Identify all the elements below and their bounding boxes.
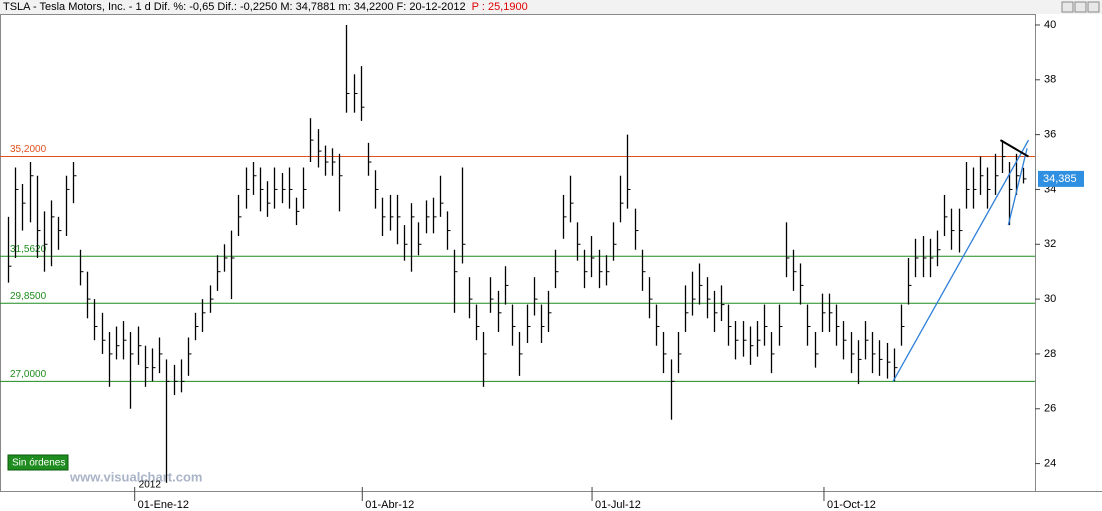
title-bar [0,0,1102,14]
y-tick-label: 32 [1044,238,1056,250]
window-buttons[interactable] [1061,1,1100,13]
y-tick-label: 26 [1044,403,1056,415]
y-tick-label: 36 [1044,129,1056,141]
trendline [999,139,1030,158]
y-tick-label: 38 [1044,74,1056,86]
level-label: 31,5620 [10,244,47,255]
year-label: 2012 [139,480,162,491]
level-label: 27,0000 [10,369,47,380]
y-tick-label: 28 [1044,348,1056,360]
level-label: 35,2000 [10,144,47,155]
x-tick-label: 01-Jul-12 [595,499,641,511]
watermark: www.visualchart.com [69,469,202,484]
trendline [1007,148,1028,226]
last-price-box [1038,170,1084,187]
y-tick-label: 24 [1044,457,1056,469]
x-tick-label: 01-Abr-12 [365,499,414,511]
minimize-button[interactable] [1061,1,1074,13]
y-tick-label: 40 [1044,19,1056,31]
status-box[interactable] [7,454,69,471]
status-text: Sin órdenes [12,458,65,469]
y-tick-label: 30 [1044,293,1056,305]
level-label: 29,8500 [10,291,47,302]
maximize-button[interactable] [1074,1,1087,13]
trendline [892,139,1030,382]
last-price-label: 34,385 [1043,173,1077,185]
x-tick-label: 01-Oct-12 [827,499,876,511]
bars [7,24,1027,483]
price-label: P : 25,1900 [472,1,528,13]
close-button[interactable] [1087,1,1100,13]
x-tick-label: 01-Ene-12 [138,499,189,511]
chart-title: TSLA - Tesla Motors, Inc. - 1 d Dif. %: … [3,1,466,13]
